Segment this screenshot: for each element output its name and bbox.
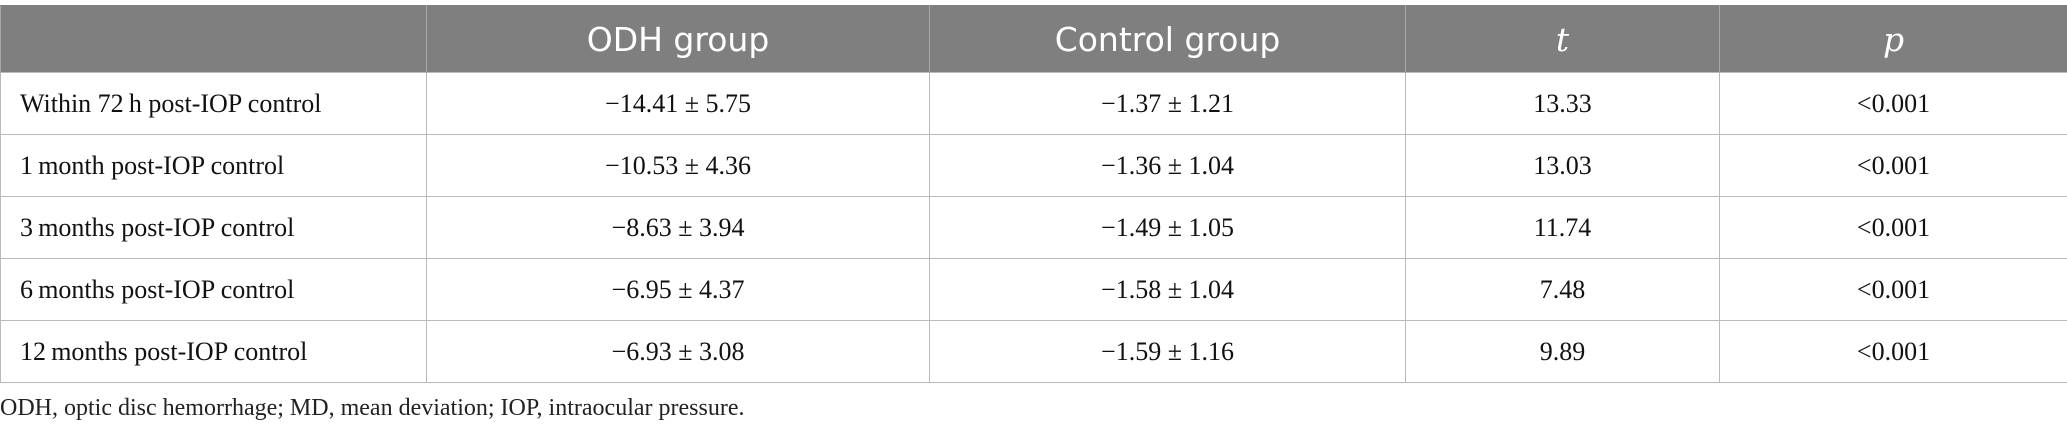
- table-row: 1 month post-IOP control −10.53 ± 4.36 −…: [0, 134, 2067, 197]
- row-label: 3 months post-IOP control: [0, 196, 427, 259]
- row-label: Within 72 h post-IOP control: [0, 72, 427, 135]
- header-t-statistic: t: [1405, 5, 1720, 73]
- p-value: <0.001: [1719, 196, 2067, 259]
- table-row: 12 months post-IOP control −6.93 ± 3.08 …: [0, 320, 2067, 383]
- odh-value: −14.41 ± 5.75: [426, 72, 930, 135]
- header-odh-group: ODH group: [426, 5, 930, 73]
- p-value: <0.001: [1719, 72, 2067, 135]
- header-p-value: p: [1719, 5, 2067, 73]
- control-value: −1.49 ± 1.05: [929, 196, 1406, 259]
- t-value: 13.03: [1405, 134, 1720, 197]
- results-table: ODH group Control group t p Within 72 h …: [0, 5, 2067, 383]
- control-value: −1.59 ± 1.16: [929, 320, 1406, 383]
- header-row-label: [0, 5, 427, 73]
- odh-value: −6.95 ± 4.37: [426, 258, 930, 321]
- row-label: 12 months post-IOP control: [0, 320, 427, 383]
- row-label: 6 months post-IOP control: [0, 258, 427, 321]
- t-value: 7.48: [1405, 258, 1720, 321]
- t-value: 11.74: [1405, 196, 1720, 259]
- table-row: Within 72 h post-IOP control −14.41 ± 5.…: [0, 72, 2067, 135]
- p-value: <0.001: [1719, 258, 2067, 321]
- odh-value: −10.53 ± 4.36: [426, 134, 930, 197]
- row-label: 1 month post-IOP control: [0, 134, 427, 197]
- control-value: −1.36 ± 1.04: [929, 134, 1406, 197]
- table-footnote: ODH, optic disc hemorrhage; MD, mean dev…: [0, 395, 745, 421]
- header-row: ODH group Control group t p: [0, 5, 2067, 73]
- p-value: <0.001: [1719, 134, 2067, 197]
- p-value: <0.001: [1719, 320, 2067, 383]
- table-row: 3 months post-IOP control −8.63 ± 3.94 −…: [0, 196, 2067, 259]
- results-table-container: ODH group Control group t p Within 72 h …: [0, 5, 2067, 383]
- table-row: 6 months post-IOP control −6.95 ± 4.37 −…: [0, 258, 2067, 321]
- t-value: 9.89: [1405, 320, 1720, 383]
- odh-value: −8.63 ± 3.94: [426, 196, 930, 259]
- control-value: −1.58 ± 1.04: [929, 258, 1406, 321]
- table-header: ODH group Control group t p: [0, 5, 2067, 73]
- control-value: −1.37 ± 1.21: [929, 72, 1406, 135]
- table-body: Within 72 h post-IOP control −14.41 ± 5.…: [0, 72, 2067, 383]
- odh-value: −6.93 ± 3.08: [426, 320, 930, 383]
- header-control-group: Control group: [929, 5, 1406, 73]
- t-value: 13.33: [1405, 72, 1720, 135]
